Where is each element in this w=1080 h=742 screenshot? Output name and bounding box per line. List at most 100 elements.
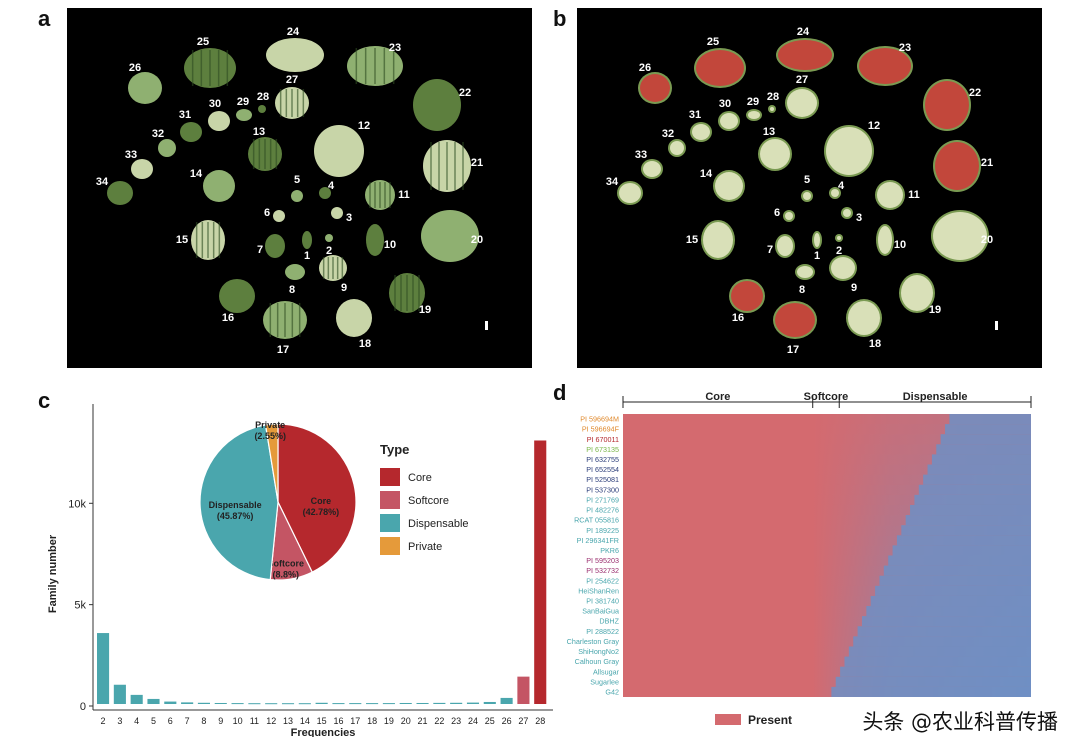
fruit-16	[729, 279, 765, 313]
fruit-label-21: 21	[981, 157, 993, 169]
legend-label-present: Present	[748, 713, 792, 727]
heatmap-row-11	[812, 515, 1031, 526]
fruit-label-10: 10	[384, 239, 396, 251]
row-label: HeiShanRen	[578, 586, 619, 595]
x-tick-label: 12	[266, 716, 276, 726]
fruit-label-18: 18	[869, 338, 881, 350]
fruit-34	[107, 181, 133, 205]
heatmap-row-2	[812, 424, 1031, 435]
bar-8	[197, 702, 210, 704]
watermark-text: 头条 @农业科普传播	[862, 710, 1058, 734]
x-tick-label: 21	[418, 716, 428, 726]
fruit-label-24: 24	[797, 26, 810, 38]
fruit-3	[841, 207, 853, 219]
fruit-label-29: 29	[237, 96, 249, 108]
bar-3	[113, 684, 126, 704]
row-label: Calhoun Gray	[575, 657, 620, 666]
fruit-label-34: 34	[606, 176, 619, 188]
fruit-label-15: 15	[176, 234, 188, 246]
y-tick-label: 10k	[68, 498, 86, 510]
fruit-5	[801, 190, 813, 202]
fruit-25	[694, 48, 746, 88]
pie-label-softcore: Softcore (8.8%)	[268, 558, 305, 579]
legend-label-core: Core	[408, 472, 432, 484]
fruit-label-3: 3	[346, 212, 352, 224]
row-label: PI 670011	[587, 435, 619, 444]
fruit-6	[273, 210, 285, 222]
fruit-5	[291, 190, 303, 202]
fruit-2	[835, 234, 843, 242]
heatmap-row-7	[812, 474, 1031, 485]
fruit-label-12: 12	[358, 120, 370, 132]
fruit-22	[923, 79, 971, 131]
fruit-9	[829, 255, 857, 281]
heatmap-row-21	[812, 616, 1031, 627]
row-label: Sugarlee	[590, 677, 619, 686]
row-label: PI 296341FR	[577, 536, 619, 545]
row-label: Charleston Gray	[567, 637, 620, 646]
x-axis-label: Frequencies	[291, 727, 356, 737]
bar-5	[147, 698, 160, 704]
heatmap-row-9	[812, 494, 1031, 505]
legend-label-private: Private	[408, 541, 442, 553]
fruit-27	[275, 87, 309, 119]
x-tick-label: 26	[502, 716, 512, 726]
heatmap-row-3	[812, 434, 1031, 445]
x-tick-label: 18	[367, 716, 377, 726]
x-tick-label: 8	[201, 716, 206, 726]
fruit-label-33: 33	[125, 149, 137, 161]
y-tick-label: 0	[80, 701, 86, 713]
group-label-softcore: Softcore	[804, 392, 849, 403]
fruit-9	[319, 255, 347, 281]
heatmap-row-15	[812, 555, 1031, 566]
pie-slice-core	[277, 423, 357, 573]
fruit-label-25: 25	[707, 36, 719, 48]
fruit-label-17: 17	[787, 344, 799, 356]
row-label: PI 189225	[586, 526, 619, 535]
legend-swatch-private	[380, 537, 400, 555]
fruit-label-15: 15	[686, 234, 698, 246]
fruit-label-11: 11	[908, 189, 920, 201]
fruit-8	[285, 264, 305, 280]
fruit-33	[641, 159, 663, 179]
fruit-30	[718, 111, 740, 131]
group-label-dispensable: Dispensable	[903, 392, 968, 403]
bar-9	[214, 702, 227, 704]
fruit-label-18: 18	[359, 338, 371, 350]
x-tick-label: 13	[283, 716, 293, 726]
bar-4	[130, 694, 143, 704]
fruit-label-3: 3	[856, 212, 862, 224]
fruit-16	[219, 279, 255, 313]
panel-letter-d: d	[553, 380, 567, 405]
row-label: ShiHongNo2	[578, 647, 619, 656]
fruit-29	[746, 109, 762, 121]
x-tick-label: 28	[535, 716, 545, 726]
fruit-label-29: 29	[747, 96, 759, 108]
fruit-4	[829, 187, 841, 199]
row-label: RCAT 055816	[574, 516, 619, 525]
fruit-label-16: 16	[732, 312, 744, 324]
heatmap-row-27	[812, 676, 1031, 687]
legend-label-softcore: Softcore	[408, 495, 449, 507]
fruit-label-27: 27	[796, 74, 808, 86]
bar-24	[466, 702, 480, 704]
heatmap-row-4	[812, 444, 1031, 455]
bar-25	[483, 701, 496, 704]
fruit-label-2: 2	[836, 245, 842, 257]
fruit-label-26: 26	[129, 62, 141, 74]
heatmap-row-24	[812, 646, 1031, 657]
pie-slice-private	[264, 423, 279, 503]
row-label: PI 482276	[586, 506, 619, 515]
fruit-12	[824, 125, 874, 177]
fruit-label-1: 1	[304, 250, 310, 262]
bar-28	[534, 440, 547, 704]
fruit-24	[266, 38, 324, 72]
fruit-28	[768, 105, 776, 113]
heatmap-row-16	[812, 565, 1031, 576]
fruit-3	[331, 207, 343, 219]
fruit-label-14: 14	[190, 168, 203, 180]
x-tick-label: 16	[333, 716, 343, 726]
heatmap-row-1	[812, 414, 1031, 425]
